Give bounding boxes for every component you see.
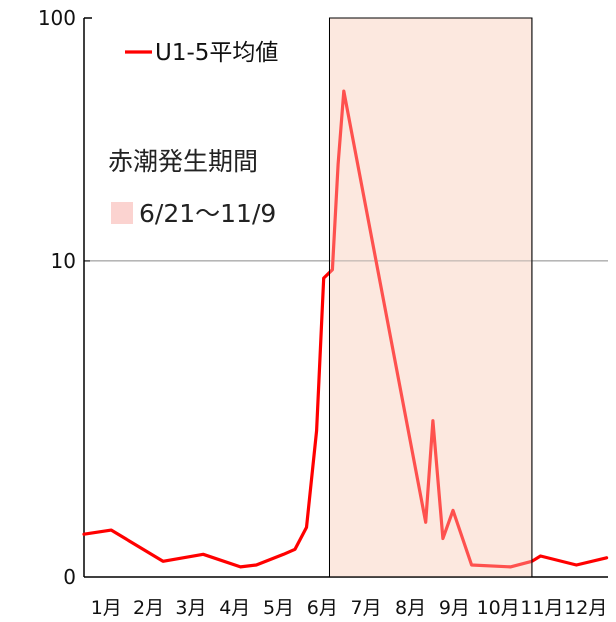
- x-tick-label-9: 9月: [439, 597, 470, 619]
- series-line-u1-5: [82, 89, 609, 569]
- red-tide-period-shade: [328, 17, 533, 578]
- annotation-title: 赤潮発生期間: [108, 147, 258, 176]
- legend-label: U1-5平均値: [155, 40, 278, 66]
- shaded-period-label: 6/21～11/9: [139, 199, 276, 228]
- x-tick-label-3: 3月: [175, 597, 206, 619]
- x-tick-label-7: 7月: [351, 597, 382, 619]
- x-tick-label-5: 5月: [263, 597, 294, 619]
- y-tick-label-2: 100: [38, 6, 76, 30]
- y-tick-label-0: 0: [63, 565, 76, 589]
- x-tick-label-8: 8月: [395, 597, 426, 619]
- x-tick-label-6: 6月: [307, 597, 338, 619]
- x-tick-label-12: 12月: [564, 597, 607, 619]
- x-tick-labels: 1月 2月 3月 4月 5月 6月 7月 8月 9月 10月 11月 12月: [91, 597, 608, 619]
- x-tick-label-1: 1月: [91, 597, 122, 619]
- shaded-period-swatch: [111, 202, 133, 224]
- x-tick-label-11: 11月: [520, 597, 563, 619]
- x-tick-label-2: 2月: [133, 597, 164, 619]
- shade-overlay: [328, 17, 533, 578]
- y-tick-labels: 0 10 100: [38, 6, 90, 589]
- x-tick-label-4: 4月: [219, 597, 250, 619]
- y-tick-label-1: 10: [51, 249, 76, 273]
- x-tick-label-10: 10月: [477, 597, 520, 619]
